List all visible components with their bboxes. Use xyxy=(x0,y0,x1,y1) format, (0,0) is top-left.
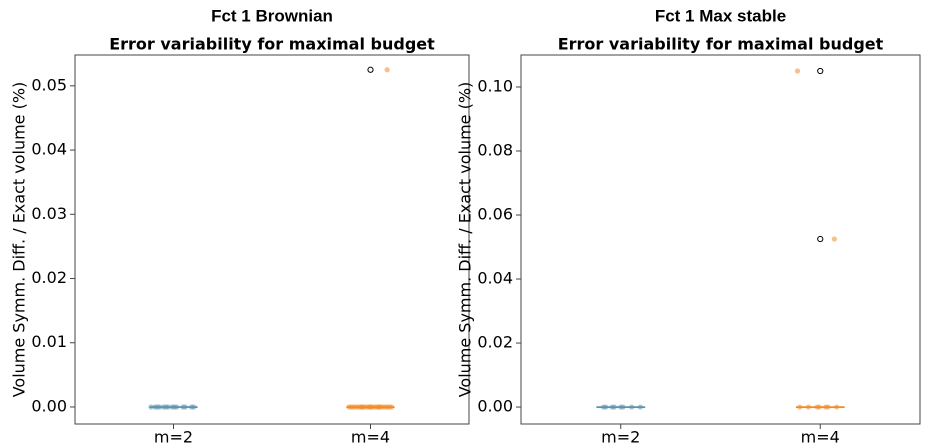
y-tick-label: 0.04 xyxy=(31,140,67,159)
point xyxy=(629,404,635,410)
plot-frame xyxy=(74,54,470,425)
point xyxy=(169,404,175,410)
y-tick-label: 0.10 xyxy=(477,77,513,96)
point xyxy=(161,404,167,410)
point xyxy=(831,236,837,242)
outlier xyxy=(817,67,824,75)
point xyxy=(346,404,352,410)
y-tick-label: 0.00 xyxy=(477,397,513,416)
point xyxy=(384,67,390,73)
point xyxy=(350,404,356,410)
plot-frame xyxy=(520,54,921,425)
point xyxy=(148,404,154,410)
point xyxy=(180,404,186,410)
x-tick-label: m=2 xyxy=(154,428,193,446)
y-axis-label: Volume Symm. Diff. / Exact volume (%) xyxy=(10,82,29,398)
point xyxy=(152,404,158,410)
y-tick-label: 0.04 xyxy=(477,269,513,288)
y-tick-label: 0.02 xyxy=(477,333,513,352)
point xyxy=(618,404,624,410)
y-axis-label: Volume Symm. Diff. / Exact volume (%) xyxy=(456,82,475,398)
y-tick-label: 0.03 xyxy=(31,204,67,223)
y-tick-label: 0.05 xyxy=(31,75,67,94)
x-tick-label: m=4 xyxy=(801,428,840,446)
y-tick-label: 0.01 xyxy=(31,332,67,351)
y-tick-label: 0.00 xyxy=(31,396,67,415)
point xyxy=(637,404,643,410)
suptitle: Fct 1 Brownian xyxy=(211,6,333,25)
point xyxy=(600,404,607,410)
suptitle: Fct 1 Max stable xyxy=(655,6,786,25)
point xyxy=(609,404,615,410)
point xyxy=(367,404,373,410)
point xyxy=(814,404,820,410)
point xyxy=(386,404,392,410)
x-tick-label: m=2 xyxy=(601,428,640,446)
x-tick-label: m=4 xyxy=(351,428,390,446)
point xyxy=(794,68,801,74)
outlier xyxy=(817,235,824,243)
point xyxy=(805,404,812,410)
point xyxy=(375,404,382,410)
point xyxy=(823,404,829,410)
point xyxy=(358,404,365,410)
point xyxy=(797,404,803,410)
chart-title: Error variability for maximal budget xyxy=(109,35,435,54)
point xyxy=(834,404,840,410)
chart-title: Error variability for maximal budget xyxy=(558,35,884,54)
outlier xyxy=(367,66,374,73)
y-tick-label: 0.02 xyxy=(31,268,67,287)
y-tick-label: 0.06 xyxy=(477,205,513,224)
y-tick-label: 0.08 xyxy=(477,141,513,160)
point xyxy=(188,404,195,410)
